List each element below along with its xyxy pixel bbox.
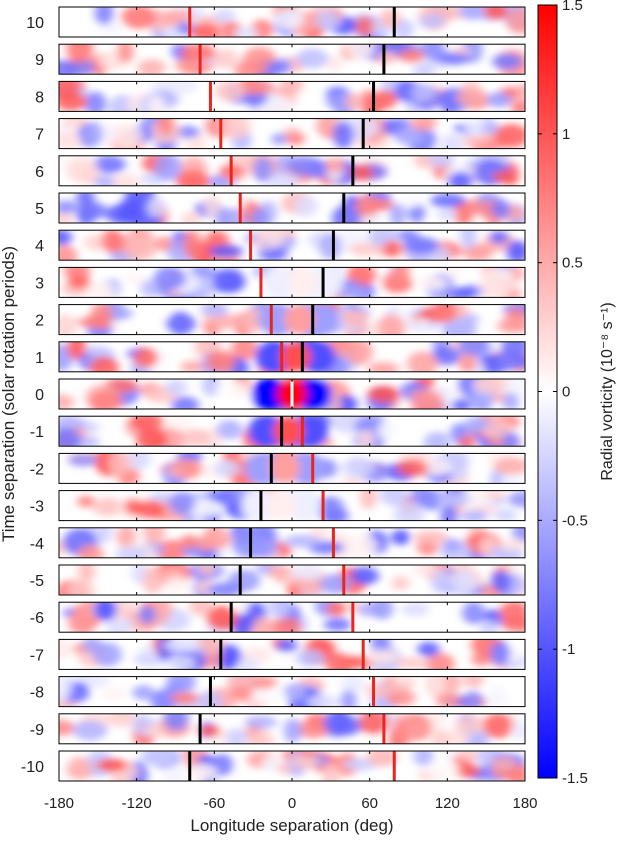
- heatmap-panel: [59, 639, 525, 670]
- x-axis-label: Longitude separation (deg): [190, 816, 393, 835]
- row-label: 7: [35, 127, 44, 144]
- heatmap-panel: [59, 230, 525, 261]
- row-label: 9: [35, 52, 44, 69]
- row-label: 5: [35, 201, 44, 218]
- x-tick-label: -60: [203, 795, 225, 812]
- y-axis-label: Time separation (solar rotation periods): [0, 246, 18, 542]
- row-label: -9: [30, 722, 44, 739]
- row-label: -1: [30, 424, 44, 441]
- colorbar-ticks: -1.5 -1 -0.5 0 0.5 1 1.5: [538, 0, 588, 787]
- heatmap-panel: [59, 44, 525, 75]
- heatmap-panel: [59, 602, 525, 633]
- row-label: -5: [30, 573, 44, 590]
- heatmap-panel: [59, 565, 525, 595]
- colorbar-tick-label: 1: [562, 126, 570, 143]
- heatmap-panel: [59, 155, 525, 186]
- heatmap-panel: [59, 118, 525, 149]
- heatmap-panel: [59, 453, 525, 484]
- x-tick-label: 0: [288, 795, 296, 812]
- row-label: -3: [30, 499, 44, 516]
- row-label: 4: [35, 238, 44, 255]
- x-tick-label: 60: [361, 795, 378, 812]
- x-tick-label: 120: [435, 795, 460, 812]
- x-tick-label: -120: [122, 795, 152, 812]
- heatmap-panel: [59, 193, 525, 223]
- x-tick-label: -180: [44, 795, 74, 812]
- row-label: -4: [30, 536, 44, 553]
- heatmap-panel: [59, 81, 525, 112]
- colorbar-tick-label: -1: [562, 641, 575, 658]
- heatmap-panels: [58, 6, 526, 782]
- colorbar-label: Radial vorticity (10⁻⁸ s⁻¹): [599, 302, 616, 480]
- colorbar-tick-label: 0.5: [562, 255, 583, 272]
- heatmap-panel: [59, 416, 525, 447]
- heatmap-panel: [59, 7, 525, 37]
- heatmap-panel: [59, 267, 525, 298]
- row-label: -10: [21, 759, 44, 776]
- colorbar-tick-label: -1.5: [562, 770, 588, 787]
- colorbar-tick-label: 1.5: [562, 0, 583, 14]
- row-label: -2: [30, 461, 44, 478]
- heatmap-panel: [59, 751, 525, 781]
- heatmap-panel: [59, 341, 525, 372]
- heatmap-panel: [59, 676, 525, 707]
- row-label: 2: [35, 313, 44, 330]
- row-label: -8: [30, 685, 44, 702]
- row-label: 0: [35, 387, 44, 404]
- heatmap-panel: [59, 304, 525, 335]
- heatmap-panel: [59, 490, 525, 521]
- heatmap-panel: [59, 713, 525, 744]
- colorbar-tick-label: 0: [562, 384, 570, 401]
- colorbar: -1.5 -1 -0.5 0 0.5 1 1.5: [537, 0, 588, 787]
- heatmap-panel: [59, 379, 525, 409]
- x-axis: -180 -120 -60 0 60 120 180: [44, 795, 538, 812]
- row-label: -7: [30, 647, 44, 664]
- heatmap-panel: [59, 527, 525, 558]
- row-label: 8: [35, 89, 44, 106]
- colorbar-tick-label: -0.5: [562, 512, 588, 529]
- row-label: 1: [35, 350, 44, 367]
- row-label: -6: [30, 610, 44, 627]
- x-tick-label: 180: [512, 795, 537, 812]
- row-label: 6: [35, 164, 44, 181]
- row-label: 10: [26, 15, 44, 32]
- row-label: 3: [35, 275, 44, 292]
